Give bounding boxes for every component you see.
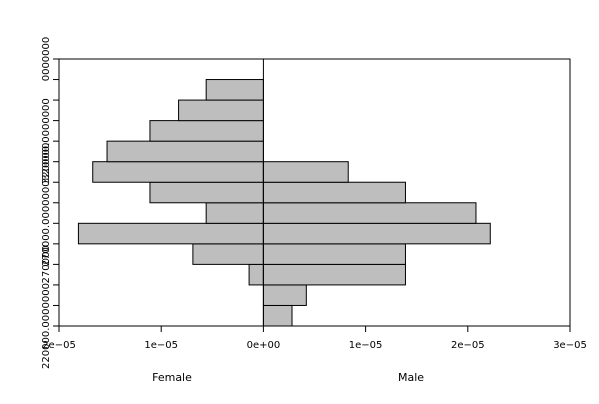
male-bar-4 [262, 222, 491, 245]
female-bar-11 [205, 79, 264, 101]
male-bar-7 [262, 161, 349, 183]
x-tick-label-4: 2e−05 [451, 340, 485, 351]
plot-frame [58, 58, 571, 327]
x-axis-label-male: Male [398, 371, 424, 384]
x-tick-label-1: 1e−05 [144, 340, 178, 351]
y-tick-label-3: 270000 [41, 245, 52, 283]
y-tick-label-13: 0000000 [41, 37, 52, 82]
x-axis-label-female: Female [152, 371, 192, 384]
y-tick-label-0: 220000.0000000 [41, 283, 52, 369]
male-bar-0 [262, 304, 293, 327]
x-tick-label-2: 0e+00 [247, 340, 281, 351]
y-tick-label-5: 270000.0000000 [41, 180, 52, 266]
male-bar-3 [262, 243, 406, 265]
y-tick-label-8: 320000 [41, 143, 52, 181]
female-bar-9 [149, 120, 264, 142]
x-axis: 2e−05 1e−05 0e+00 1e−05 2e−05 3e−05 [42, 326, 587, 351]
female-bar-8 [106, 140, 264, 163]
female-bar-4 [77, 222, 264, 245]
female-bar-6 [149, 181, 264, 204]
male-bar-1 [262, 284, 307, 306]
male-bar-2 [262, 263, 406, 286]
male-bar-5 [262, 202, 477, 224]
y-axis: 220000.0000000270000270000.0000000320000… [41, 37, 59, 369]
x-tick-label-5: 3e−05 [553, 340, 587, 351]
female-bar-10 [178, 99, 264, 122]
female-bar-3 [192, 243, 264, 265]
y-tick-label-9: 320000.0000000 [41, 98, 52, 184]
male-bar-6 [262, 181, 406, 204]
bars-group [77, 79, 491, 327]
female-bar-2 [248, 263, 264, 286]
female-bar-7 [92, 161, 264, 183]
x-tick-label-0: 2e−05 [42, 340, 76, 351]
female-bar-5 [205, 202, 264, 224]
x-tick-label-3: 1e−05 [349, 340, 383, 351]
